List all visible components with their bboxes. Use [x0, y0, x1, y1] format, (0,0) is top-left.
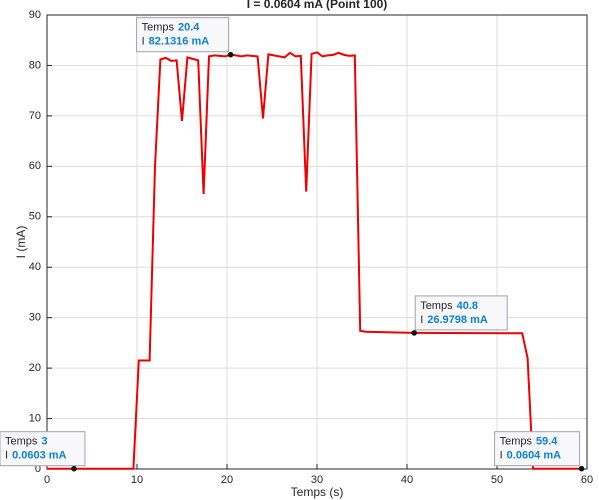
axes-box — [46, 14, 588, 470]
datatip-x: Temps 20.4 — [142, 22, 201, 34]
y-axis-label: I (mA) — [14, 226, 28, 259]
datatip-y: I 26.9798 mA — [420, 314, 488, 326]
datatip-x-name: Temps — [500, 436, 533, 448]
datatip-y: I 0.0604 mA — [500, 450, 562, 462]
x-tick-label: 40 — [401, 474, 413, 486]
datatip: Temps 3 I 0.0603 mA — [0, 431, 86, 472]
data-line — [46, 51, 582, 470]
datatip-y-name: I — [5, 450, 8, 462]
datatip-y-value: 26.9798 mA — [427, 314, 488, 326]
y-tick-label: 30 — [29, 312, 41, 324]
datatip-x-value: 20.4 — [178, 22, 200, 34]
datatip-y-name: I — [500, 450, 503, 462]
y-tick-label: 20 — [29, 362, 41, 374]
datatip: Temps 59.4 I 0.0604 mA — [494, 431, 585, 472]
x-tick-label: 30 — [311, 474, 323, 486]
y-tick-label: 50 — [29, 211, 41, 223]
datatip-x: Temps 40.8 — [420, 300, 478, 312]
datatip-marker — [227, 51, 234, 58]
datatip-box — [414, 295, 508, 331]
datatip-y-value: 82.1316 mA — [149, 36, 210, 48]
datatip-y-value: 0.0604 mA — [507, 450, 561, 462]
datatip-y-name: I — [420, 314, 423, 326]
y-tick-label: 60 — [29, 160, 41, 172]
y-tick-label: 90 — [29, 9, 41, 21]
chart-title: I = 0.0604 mA (Point 100) — [247, 0, 388, 11]
y-tick-label: 0 — [35, 463, 41, 475]
datatip-box — [136, 17, 230, 53]
datatip-x-value: 40.8 — [457, 300, 478, 312]
x-tick-label: 0 — [44, 474, 50, 486]
datatip-box — [0, 431, 86, 467]
y-tick-label: 10 — [29, 412, 41, 424]
datatip-box — [494, 431, 581, 467]
datatip-marker — [411, 330, 418, 336]
datatip: Temps 40.8 I 26.9798 mA — [411, 295, 508, 336]
datatip-x-name: Temps — [142, 22, 175, 34]
x-tick-label: 10 — [131, 474, 143, 486]
x-tick-label: 20 — [221, 474, 233, 486]
datatip-y-value: 0.0603 mA — [12, 450, 66, 462]
datatip-x: Temps 59.4 — [500, 436, 559, 448]
datatip-y: I 0.0603 mA — [5, 450, 67, 462]
datatip-x-name: Temps — [5, 436, 38, 448]
x-axis-label: Temps (s) — [291, 485, 344, 499]
datatip-marker — [71, 465, 77, 472]
datatip-marker — [578, 465, 585, 472]
datatip-x-value: 3 — [41, 436, 47, 448]
y-tick-label: 40 — [29, 261, 41, 273]
datatip-x-name: Temps — [420, 300, 453, 312]
datatip: Temps 20.4 I 82.1316 mA — [136, 17, 234, 58]
datatip-x-value: 59.4 — [536, 436, 558, 448]
y-tick-label: 70 — [29, 110, 41, 122]
datatip-y-name: I — [142, 36, 145, 48]
datatip-x: Temps 3 — [5, 436, 48, 448]
y-tick-label: 80 — [29, 59, 41, 71]
x-tick-label: 50 — [491, 474, 503, 486]
datatip-y: I 82.1316 mA — [142, 36, 210, 48]
x-tick-label: 60 — [581, 474, 593, 486]
